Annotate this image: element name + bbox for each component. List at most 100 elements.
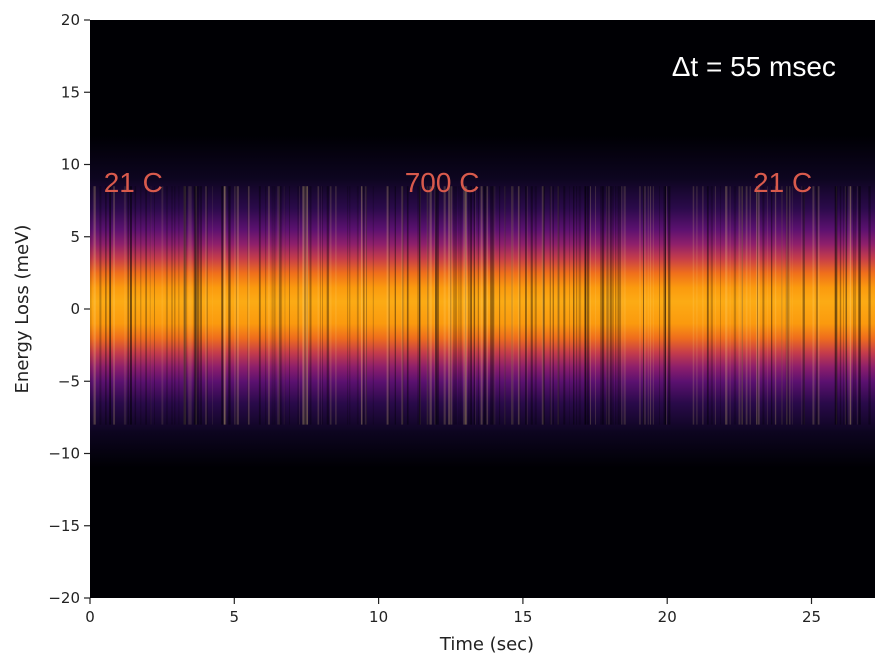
heatmap-streak <box>321 186 322 425</box>
heatmap-streak <box>236 186 238 425</box>
heatmap-streak <box>306 186 308 425</box>
heatmap-streak <box>100 186 102 425</box>
heatmap-streak <box>817 186 820 425</box>
heatmap-streak <box>427 186 429 425</box>
heatmap-streak <box>850 186 851 425</box>
heatmap-streak <box>617 186 620 425</box>
heatmap-streak <box>526 186 528 425</box>
heatmap-streak <box>228 186 231 425</box>
heatmap-streak <box>443 186 445 425</box>
heatmap-streak <box>450 186 452 425</box>
heatmap-streak <box>361 186 363 425</box>
heatmap-streak <box>304 186 307 425</box>
heatmap-streak <box>843 186 844 425</box>
heatmap-streak <box>584 186 587 425</box>
heatmap-streak <box>835 186 838 425</box>
annotations: 21 C 700 C 21 C Δt = 55 msec <box>104 51 836 198</box>
heatmap-streak <box>745 186 748 425</box>
heatmap-streak <box>534 186 537 425</box>
heatmap-streak <box>306 186 308 425</box>
heatmap-streak <box>109 186 111 425</box>
heatmap-streak <box>477 186 479 425</box>
heatmap-streak <box>740 186 743 425</box>
heatmap-streak <box>161 186 164 425</box>
heatmap-streak <box>834 186 837 425</box>
heatmap-streak <box>278 186 280 425</box>
heatmap-streak <box>692 186 695 425</box>
heatmap-streak <box>733 186 737 425</box>
heatmap-streak <box>134 186 137 425</box>
heatmap-streak <box>786 186 788 425</box>
heatmap-streak <box>419 186 421 425</box>
heatmap-streak <box>738 186 740 425</box>
heatmap-streak <box>407 186 410 425</box>
heatmap-streak <box>247 186 250 425</box>
heatmap-streak <box>525 186 527 425</box>
heatmap-streak <box>858 186 861 425</box>
heatmap-streak <box>490 186 493 425</box>
heatmap-streak <box>247 186 249 425</box>
heatmap-streak <box>525 186 527 425</box>
heatmap-streak <box>576 186 578 425</box>
heatmap-streak <box>587 186 590 425</box>
heatmap-streak <box>394 186 396 425</box>
heatmap-streak <box>277 186 279 425</box>
heatmap-streak <box>268 186 270 425</box>
heatmap-streak <box>480 186 483 425</box>
heatmap-streak <box>802 186 805 425</box>
heatmap-streak <box>483 186 486 425</box>
heatmap-streak <box>860 186 861 425</box>
heatmap-streak <box>205 186 207 425</box>
y-tick-label: −5 <box>58 372 80 390</box>
heatmap-streak <box>448 186 451 425</box>
heatmap-streak <box>665 186 667 425</box>
y-axis: −20 −15 −10 −5 0 5 10 15 20 <box>48 11 90 607</box>
heatmap-streak <box>603 186 605 425</box>
heatmap-streak <box>711 186 713 425</box>
heatmap-streak <box>464 186 466 425</box>
heatmap-streak <box>643 186 644 425</box>
heatmap-streak <box>504 186 506 425</box>
heatmap-streak <box>812 186 815 425</box>
heatmap-streak <box>475 186 476 425</box>
heatmap-streak <box>335 186 337 425</box>
heatmap-streak <box>460 186 462 425</box>
heatmap-streak <box>309 186 312 425</box>
heatmap-streak <box>757 186 760 425</box>
heatmap-layer <box>90 20 875 598</box>
heatmap-streak <box>511 186 514 425</box>
heatmap-streak <box>742 186 743 425</box>
heatmap-streak <box>756 186 758 425</box>
heatmap-streak <box>458 186 460 425</box>
heatmap-streak <box>839 186 842 425</box>
y-tick-label: 20 <box>61 11 80 29</box>
x-tick-label: 15 <box>513 608 532 626</box>
y-tick-label: 0 <box>70 300 80 318</box>
heatmap-streak <box>178 186 180 425</box>
heatmap-streak <box>557 186 560 425</box>
heatmap-streak <box>530 186 533 425</box>
heatmap-streak <box>468 186 470 425</box>
delta-t-annotation: Δt = 55 msec <box>672 51 836 82</box>
heatmap-streak <box>437 186 439 425</box>
heatmap-streak <box>643 186 646 425</box>
heatmap-streak <box>329 186 332 425</box>
heatmap-streak <box>196 186 199 425</box>
heatmap-streak <box>666 186 667 425</box>
heatmap-streak <box>668 186 671 425</box>
heatmap-streak <box>427 186 429 425</box>
heatmap-streak <box>388 186 390 425</box>
heatmap-streak <box>90 186 92 425</box>
heatmap-streak <box>762 186 765 425</box>
heatmap-streak <box>569 186 570 425</box>
heatmap-streak <box>236 186 237 425</box>
heatmap-streak <box>855 186 856 425</box>
heatmap-streak <box>729 186 731 425</box>
heatmap-streak <box>853 186 856 425</box>
heatmap-streak <box>94 186 96 425</box>
heatmap-streak <box>165 186 168 425</box>
y-tick-label: −10 <box>48 445 80 463</box>
heatmap-streak <box>145 186 147 425</box>
heatmap-streak <box>757 186 758 425</box>
heatmap-streak <box>278 186 281 425</box>
